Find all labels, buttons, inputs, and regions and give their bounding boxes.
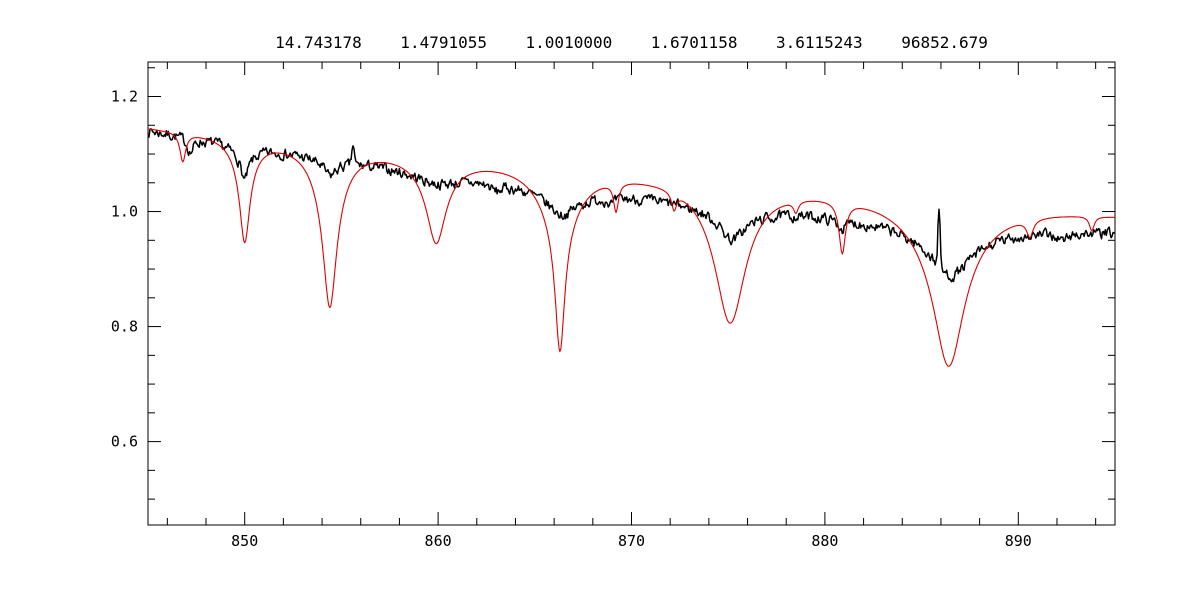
plot-title: 14.743178 1.4791055 1.0010000 1.6701158 … — [275, 33, 988, 52]
y-tick-label: 0.6 — [111, 433, 138, 451]
y-tick-label: 1.0 — [111, 203, 138, 221]
y-tick-label: 0.8 — [111, 318, 138, 336]
x-tick-label: 850 — [231, 532, 258, 550]
observed-spectrum-line — [148, 128, 1115, 283]
axis-tick-labels: 850 860 870 880 890 0.6 0.8 1.0 1.2 — [111, 88, 1032, 550]
series-group — [148, 128, 1115, 367]
x-tick-label: 880 — [811, 532, 838, 550]
model-spectrum-line — [148, 128, 1115, 367]
x-tick-label: 870 — [618, 532, 645, 550]
y-tick-label: 1.2 — [111, 88, 138, 106]
axis-ticks — [148, 62, 1115, 525]
plot-frame — [147, 61, 1116, 526]
x-tick-label: 890 — [1005, 532, 1032, 550]
x-tick-label: 860 — [425, 532, 452, 550]
